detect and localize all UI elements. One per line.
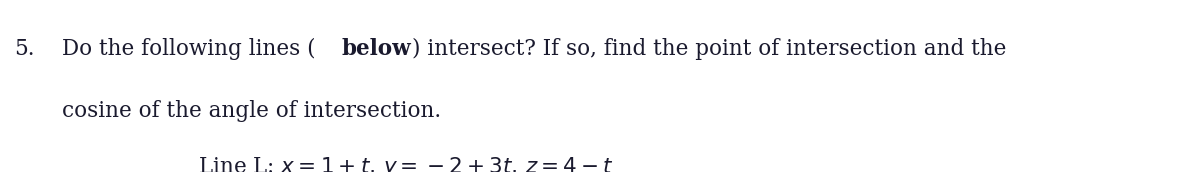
Text: cosine of the angle of intersection.: cosine of the angle of intersection. — [62, 100, 442, 122]
Text: below: below — [342, 38, 412, 60]
Text: ) intersect? If so, find the point of intersection and the: ) intersect? If so, find the point of in… — [412, 38, 1006, 60]
Text: 5.: 5. — [14, 38, 35, 60]
Text: Do the following lines (: Do the following lines ( — [62, 38, 316, 60]
Text: Line L: $x = 1+t,\, y = -2+3t,\, z = 4-t$: Line L: $x = 1+t,\, y = -2+3t,\, z = 4-t… — [198, 155, 614, 172]
